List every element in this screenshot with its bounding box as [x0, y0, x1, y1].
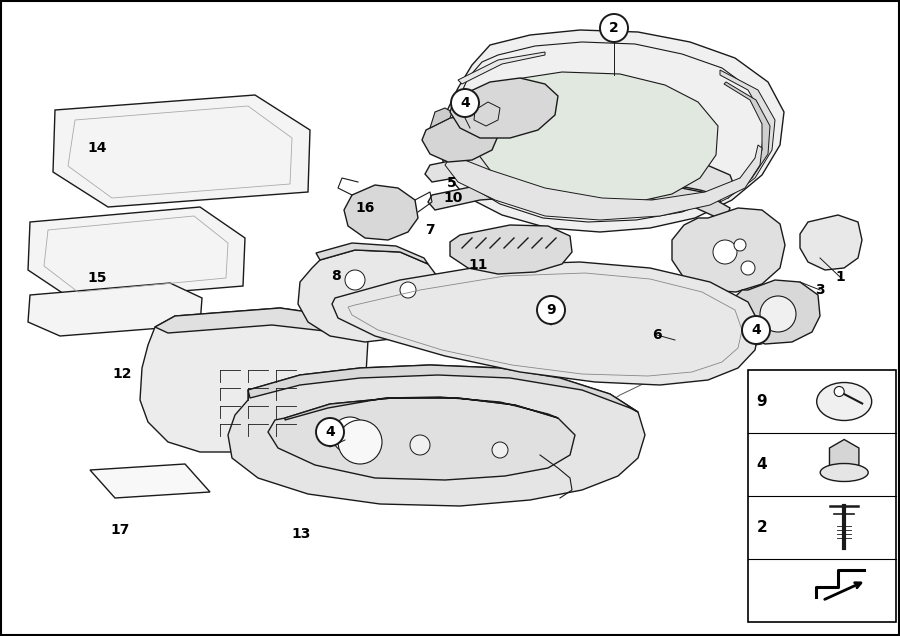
Polygon shape: [430, 108, 452, 128]
Polygon shape: [672, 208, 785, 292]
Polygon shape: [720, 70, 775, 202]
Polygon shape: [53, 95, 310, 207]
Text: 17: 17: [111, 523, 130, 537]
Text: 1: 1: [835, 270, 845, 284]
Polygon shape: [228, 365, 645, 506]
Polygon shape: [140, 308, 368, 452]
Text: 10: 10: [444, 191, 463, 205]
Text: 2: 2: [609, 21, 619, 35]
Text: 4: 4: [325, 425, 335, 439]
Polygon shape: [492, 106, 516, 122]
Polygon shape: [316, 243, 428, 264]
Text: 6: 6: [652, 328, 662, 342]
Polygon shape: [28, 207, 245, 300]
Polygon shape: [422, 115, 498, 162]
Circle shape: [338, 420, 382, 464]
Circle shape: [400, 282, 416, 298]
Polygon shape: [445, 145, 762, 220]
Polygon shape: [450, 225, 572, 274]
Circle shape: [451, 89, 479, 117]
Polygon shape: [248, 365, 638, 412]
Circle shape: [537, 296, 565, 324]
Text: 11: 11: [468, 258, 488, 272]
Text: 12: 12: [112, 367, 131, 381]
Polygon shape: [428, 178, 730, 220]
Text: 4: 4: [757, 457, 768, 472]
Polygon shape: [90, 464, 210, 498]
Text: 5: 5: [447, 176, 457, 190]
Polygon shape: [155, 308, 368, 340]
Circle shape: [742, 316, 770, 344]
Text: 15: 15: [87, 271, 107, 285]
Text: 2: 2: [757, 520, 768, 535]
Polygon shape: [458, 52, 545, 84]
Polygon shape: [450, 78, 558, 138]
Text: 8: 8: [331, 269, 341, 283]
Polygon shape: [298, 250, 440, 342]
Polygon shape: [800, 215, 862, 270]
Polygon shape: [732, 280, 820, 344]
Ellipse shape: [820, 464, 868, 481]
Ellipse shape: [816, 382, 872, 420]
Polygon shape: [332, 262, 760, 385]
Polygon shape: [830, 439, 859, 473]
Text: 3: 3: [815, 283, 824, 297]
Text: 4: 4: [460, 96, 470, 110]
Polygon shape: [548, 278, 738, 346]
Polygon shape: [466, 72, 718, 205]
Polygon shape: [268, 398, 575, 480]
Text: 9: 9: [546, 303, 556, 317]
Text: 13: 13: [292, 527, 310, 541]
Polygon shape: [285, 397, 558, 420]
Circle shape: [410, 435, 430, 455]
Circle shape: [492, 442, 508, 458]
Polygon shape: [344, 185, 418, 240]
Circle shape: [345, 270, 365, 290]
Circle shape: [600, 14, 628, 42]
Circle shape: [713, 240, 737, 264]
Circle shape: [734, 239, 746, 251]
Circle shape: [741, 261, 755, 275]
Polygon shape: [425, 150, 735, 198]
Bar: [748, 370, 896, 622]
Text: 7: 7: [425, 223, 435, 237]
Text: 16: 16: [356, 201, 374, 215]
Circle shape: [316, 418, 344, 446]
Text: 14: 14: [87, 141, 107, 155]
Text: 9: 9: [757, 394, 768, 409]
Polygon shape: [724, 82, 770, 194]
Circle shape: [332, 417, 368, 453]
Polygon shape: [28, 283, 202, 336]
Polygon shape: [440, 30, 784, 232]
Circle shape: [760, 296, 796, 332]
Circle shape: [834, 387, 844, 396]
Text: 4: 4: [752, 323, 760, 337]
